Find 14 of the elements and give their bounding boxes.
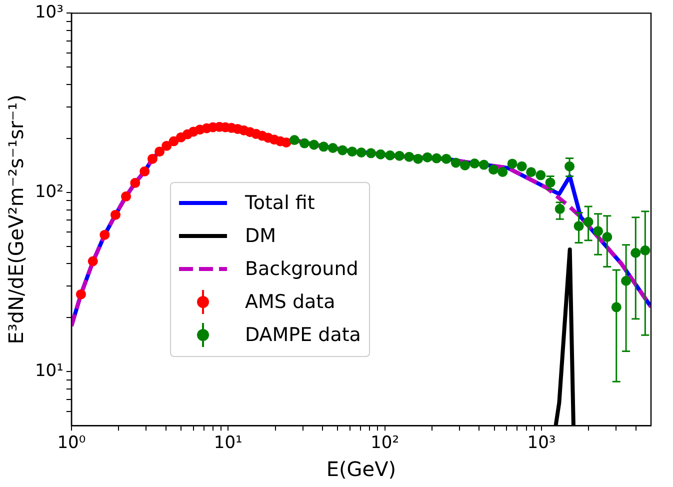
legend-label: AMS data [244, 291, 336, 314]
x-tick-label: 10² [370, 433, 400, 454]
x-tick-label: 10¹ [214, 433, 242, 454]
y-tick-label: 10¹ [34, 361, 64, 382]
legend-label: DAMPE data [244, 324, 361, 346]
legend-label: DM [244, 225, 276, 248]
legend-label: Background [244, 258, 358, 280]
y-tick-label: 10² [34, 182, 64, 202]
legend-label: Total fit [244, 192, 315, 214]
y-axis-title: E³dN/dE(GeV²m⁻²s⁻¹sr⁻¹) [4, 94, 28, 344]
x-tick-label: 10⁰ [57, 433, 86, 454]
x-axis-title: E(GeV) [326, 457, 396, 482]
x-tick-label: 10³ [527, 433, 556, 454]
y-tick-label: 10³ [34, 2, 64, 23]
